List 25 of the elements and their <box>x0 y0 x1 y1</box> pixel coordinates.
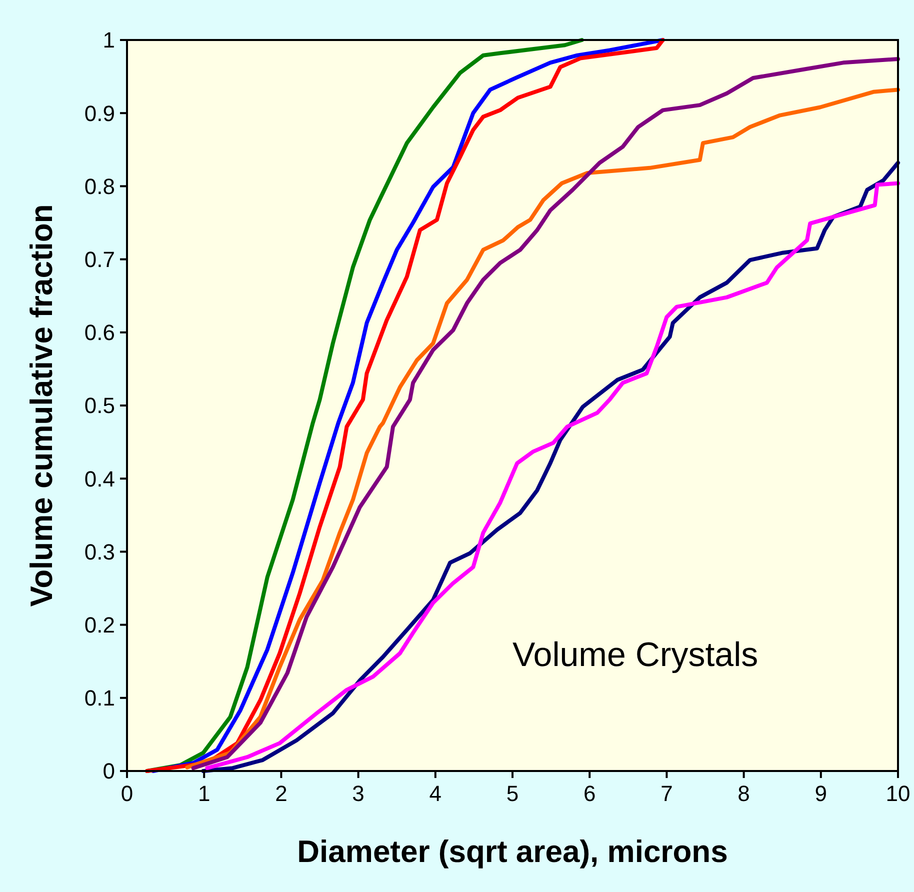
x-axis-title: Diameter (sqrt area), microns <box>297 834 728 869</box>
y-tick-label: 1 <box>102 28 115 53</box>
y-tick-label: 0 <box>102 758 115 784</box>
y-tick-label: 0.8 <box>84 174 115 199</box>
annotation: Volume Crystals <box>512 636 758 674</box>
y-tick-label: 0.9 <box>84 100 115 126</box>
x-tick-label: 7 <box>660 781 673 806</box>
x-tick-label: 6 <box>583 781 596 806</box>
x-tick-label: 10 <box>886 781 910 806</box>
x-tick-label: 2 <box>275 781 288 806</box>
y-axis-title: Volume cumulative fraction <box>24 204 59 607</box>
x-tick-label: 3 <box>352 781 364 806</box>
x-tick-label: 8 <box>738 781 750 806</box>
x-tick-label: 1 <box>198 781 210 806</box>
y-tick-label: 0.6 <box>84 320 115 346</box>
x-tick-label: 9 <box>814 781 828 806</box>
y-tick-label: 0.5 <box>84 393 115 418</box>
y-tick-label: 0.2 <box>84 612 115 638</box>
x-tick-label: 5 <box>506 781 519 806</box>
y-tick-label: 0.7 <box>84 247 115 272</box>
y-tick-label: 0.3 <box>84 539 115 564</box>
x-tick-label: 4 <box>429 781 442 806</box>
x-tick-label: 0 <box>120 781 134 806</box>
y-tick-label: 0.4 <box>84 466 115 492</box>
y-tick-label: 0.1 <box>84 686 115 711</box>
